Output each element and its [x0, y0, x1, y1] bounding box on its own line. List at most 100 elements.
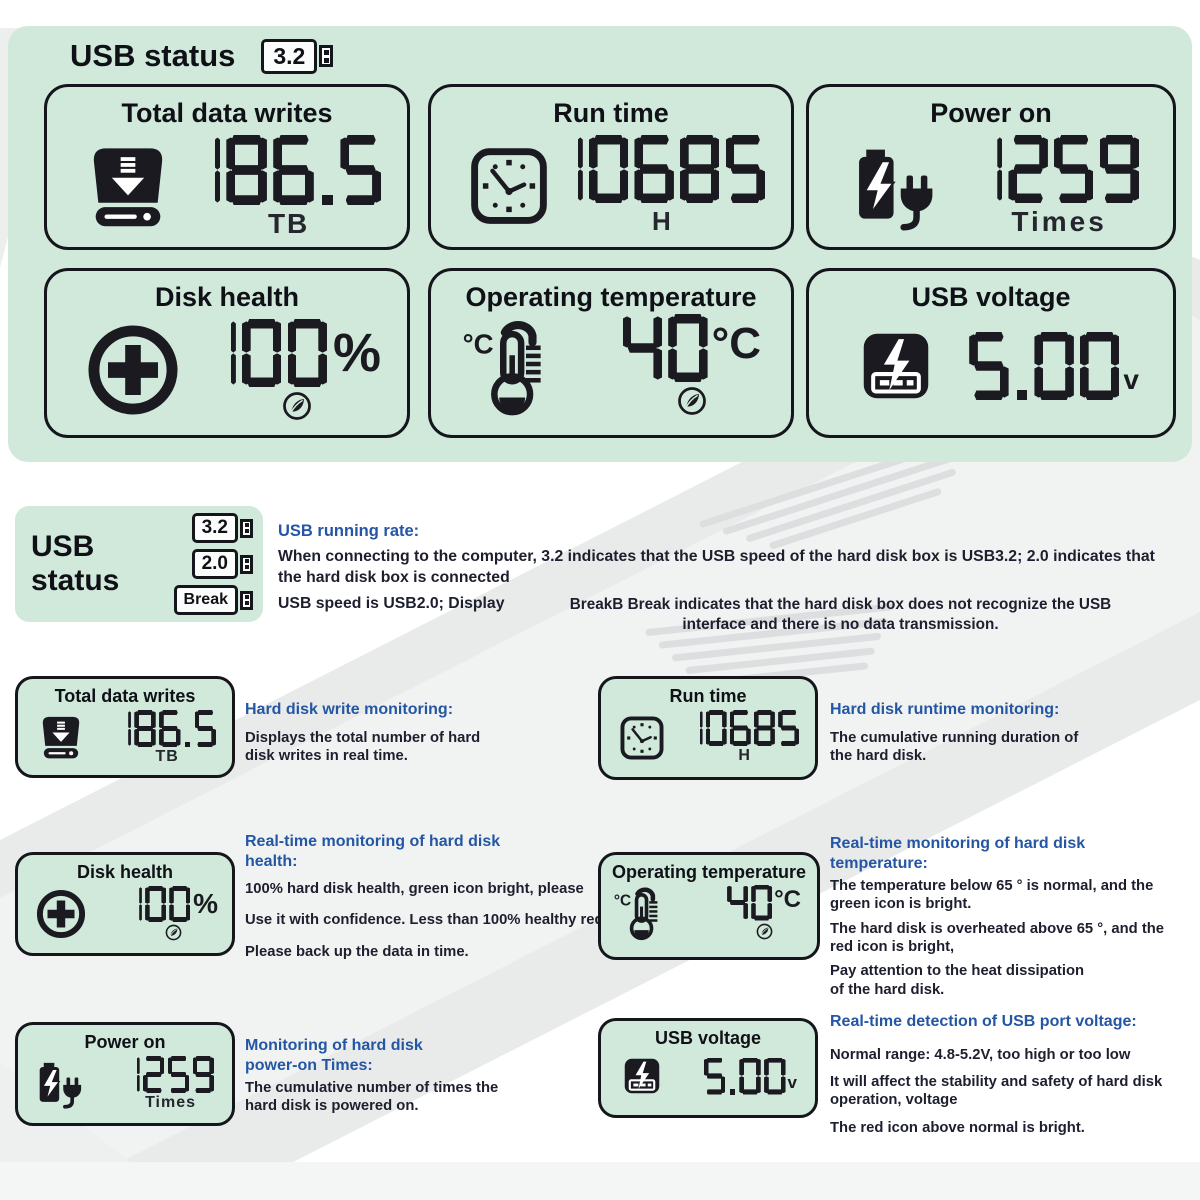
explanation-paragraph: When connecting to the computer, 3.2 ind… [278, 548, 1155, 586]
mini-card-usb-voltage: USB voltage v [598, 1018, 818, 1118]
usb-power-icon [619, 1053, 665, 1099]
explanation-paragraph: BreakB Break indicates that the hard dis… [569, 596, 1112, 633]
value-block: v [969, 332, 1139, 400]
usb-rate-explanation: USB running rate: When connecting to the… [278, 522, 1168, 635]
lcd-value [622, 314, 708, 382]
card-usb-voltage: USB voltage v [806, 268, 1176, 438]
lcd-value [196, 135, 381, 205]
value-block: Times [979, 135, 1139, 238]
value-block: Times [127, 1056, 214, 1112]
section-paragraph: Displays the total number of hard disk w… [245, 729, 481, 764]
section-heading: Real-time monitoring of hard disk temper… [830, 835, 1086, 872]
card-title: Operating temperature [611, 862, 807, 882]
card-title: Power on [84, 1032, 166, 1052]
value-block: H [560, 135, 765, 237]
section-paragraph: Normal range: 4.8-5.2V, too high or too … [830, 1046, 1131, 1063]
usb-status-badges: 3.2 2.0 Break [173, 513, 253, 615]
thermometer-icon [461, 313, 565, 417]
card-title: Run time [553, 98, 669, 128]
value-block: % [130, 886, 218, 941]
value-block: H [690, 710, 799, 765]
section-paragraph: The temperature below 65 ° is normal, an… [830, 878, 1154, 913]
lcd-value [979, 135, 1139, 203]
badge-value: Break [173, 585, 238, 615]
usb-badge-3-2: 3.2 [191, 513, 253, 543]
usb-status-label: USB status [70, 38, 236, 73]
lcd-value [118, 710, 216, 747]
card-power-on: Power on Times [806, 84, 1176, 250]
value-block: v [703, 1057, 797, 1095]
lcd-unit: % [332, 323, 381, 383]
lcd-unit: Times [1011, 206, 1107, 237]
thermometer-icon [613, 883, 671, 941]
value-block: °C [727, 884, 801, 940]
usb-speed-badge-value: 3.2 [261, 38, 318, 74]
mini-card-power-on: Power on Times [15, 1022, 235, 1126]
explanation-paragraph: USB speed is USB2.0; Display [278, 595, 505, 613]
badge-value: 3.2 [191, 513, 238, 543]
section-paragraph: Use it with confidence. Less than 100% h… [245, 912, 604, 929]
value-block: % [213, 319, 381, 421]
card-title: Total data writes [54, 686, 196, 706]
usb-status-label: USB status [31, 530, 120, 597]
mini-card-total-data-writes: Total data writes TB [15, 676, 235, 778]
usb-speed-badge: 3.2 [261, 38, 334, 74]
lcd-unit: H [651, 206, 673, 236]
section-paragraph: The red icon above normal is bright. [830, 1119, 1085, 1136]
section-paragraph: Pay attention to the heat dissipation of… [830, 963, 1085, 998]
card-disk-health: Disk health % [44, 268, 410, 438]
health-cross-icon [83, 320, 183, 420]
leaf-icon [165, 924, 182, 941]
section-heading: Monitoring of hard disk power-on Times: [245, 1037, 423, 1074]
card-title: Operating temperature [465, 282, 757, 312]
section-paragraph: 100% hard disk health, green icon bright… [245, 881, 584, 898]
section-paragraph: The cumulative number of times the hard … [245, 1080, 499, 1115]
usb-connector-icon [240, 518, 253, 538]
lcd-value [130, 886, 191, 922]
card-title: USB voltage [654, 1028, 762, 1048]
value-block: TB [118, 710, 216, 766]
battery-charge-plug-icon [849, 141, 941, 233]
usb-status-legend-panel: USB status 3.2 2.0 Break [15, 506, 263, 622]
usb-connector-icon [240, 554, 253, 574]
mini-card-run-time: Run time H [598, 676, 818, 780]
lcd-unit: % [193, 888, 218, 919]
value-block: TB [196, 135, 381, 240]
section-operating-temperature-text: Real-time monitoring of hard disk temper… [830, 834, 1175, 1012]
lcd-value [690, 710, 799, 746]
section-paragraph: It will affect the stability and safety … [830, 1073, 1163, 1109]
lcd-value [213, 319, 327, 387]
usb-badge-2-0: 2.0 [191, 549, 253, 579]
mini-card-disk-health: Disk health % [15, 852, 235, 956]
leaf-icon [756, 923, 773, 940]
section-heading: USB running rate: [278, 522, 420, 540]
lcd-unit: v [787, 1072, 797, 1092]
card-title: Power on [930, 98, 1052, 128]
value-block: °C [622, 314, 761, 416]
card-title: Run time [669, 686, 747, 706]
clock-icon [617, 713, 667, 763]
lcd-value [560, 135, 765, 203]
card-operating-temperature: Operating temperature °C [428, 268, 794, 438]
background-shape [0, 1162, 1200, 1200]
section-heading: Real-time detection of USB port voltage: [830, 1013, 1137, 1030]
mini-card-operating-temperature: Operating temperature °C [598, 852, 820, 960]
section-power-on-text: Monitoring of hard disk power-on Times: … [245, 1036, 505, 1129]
card-title: Total data writes [121, 98, 333, 128]
section-paragraph: Please back up the data in time. [245, 943, 469, 960]
section-total-data-writes-text: Hard disk write monitoring: Displays the… [245, 700, 495, 778]
usb-badge-break: Break [173, 585, 253, 615]
lcd-value [703, 1057, 786, 1095]
section-usb-voltage-text: Real-time detection of USB port voltage:… [830, 1012, 1175, 1150]
section-paragraph: The hard disk is overheated above 65 °, … [830, 920, 1165, 956]
section-heading: Real-time monitoring of hard disk health… [245, 833, 501, 870]
section-run-time-text: Hard disk runtime monitoring: The cumula… [830, 700, 1080, 778]
leaf-icon [282, 391, 312, 421]
usb-connector-icon [240, 590, 253, 610]
leaf-icon [677, 386, 707, 416]
lcd-unit: TB [267, 208, 310, 239]
lcd-unit: v [1123, 364, 1139, 395]
lcd-unit: TB [155, 748, 179, 765]
lcd-unit: H [738, 747, 751, 764]
